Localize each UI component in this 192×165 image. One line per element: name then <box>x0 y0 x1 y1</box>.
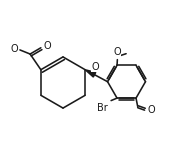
Text: O: O <box>148 105 155 115</box>
Polygon shape <box>85 70 96 77</box>
Text: O: O <box>44 41 51 51</box>
Text: O: O <box>10 44 18 54</box>
Text: Br: Br <box>97 103 108 113</box>
Text: O: O <box>113 47 121 57</box>
Text: O: O <box>91 62 99 72</box>
